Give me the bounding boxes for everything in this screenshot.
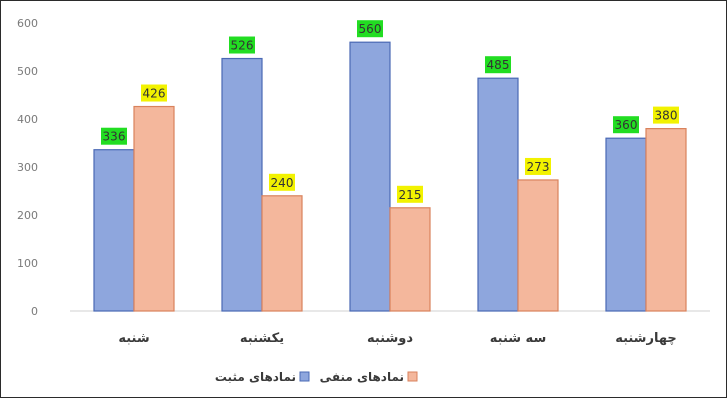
- data-label: 380: [655, 109, 678, 123]
- data-label-bg: [229, 36, 255, 54]
- data-label: 215: [399, 188, 422, 202]
- y-tick-label: 100: [17, 257, 38, 270]
- y-tick-label: 300: [17, 161, 38, 174]
- data-label: 273: [527, 160, 550, 174]
- legend-label: نمادهای مثبت: [215, 370, 296, 384]
- bar: [605, 137, 647, 312]
- bar: [133, 105, 175, 312]
- category-label: چهارشنبه: [615, 331, 677, 346]
- y-tick-label: 600: [17, 17, 38, 30]
- data-label: 360: [615, 118, 638, 132]
- y-tick-label: 500: [17, 65, 38, 78]
- y-tick-label: 400: [17, 113, 38, 126]
- data-label-bg: [101, 127, 127, 145]
- bar: [93, 149, 135, 312]
- data-label-bg: [525, 157, 551, 175]
- data-label-bg: [613, 116, 639, 134]
- bar: [349, 41, 391, 312]
- legend-swatch: [407, 371, 418, 382]
- bar: [645, 128, 687, 312]
- data-label: 526: [231, 39, 254, 53]
- bar: [261, 195, 303, 312]
- data-label-bg: [269, 173, 295, 191]
- data-label-bg: [357, 20, 383, 38]
- category-label: دوشنبه: [367, 331, 413, 346]
- data-label: 336: [103, 130, 126, 144]
- bar: [389, 207, 431, 312]
- bar: [221, 57, 263, 312]
- bar: [477, 77, 519, 312]
- data-label: 426: [143, 87, 166, 101]
- category-label: سه شنبه: [490, 331, 546, 346]
- legend-swatch: [299, 371, 310, 382]
- category-label: یکشنبه: [240, 331, 284, 346]
- data-label: 485: [487, 58, 510, 72]
- data-label-bg: [141, 84, 167, 102]
- y-tick-label: 200: [17, 209, 38, 222]
- data-label-bg: [485, 56, 511, 74]
- data-label-bg: [397, 185, 423, 203]
- data-label: 560: [359, 22, 382, 36]
- legend-label: نمادهای منفی: [320, 370, 404, 384]
- data-label: 240: [271, 176, 294, 190]
- category-label: شنبه: [118, 331, 149, 346]
- data-label-bg: [653, 106, 679, 124]
- y-tick-label: 0: [31, 305, 38, 318]
- bar: [517, 179, 559, 312]
